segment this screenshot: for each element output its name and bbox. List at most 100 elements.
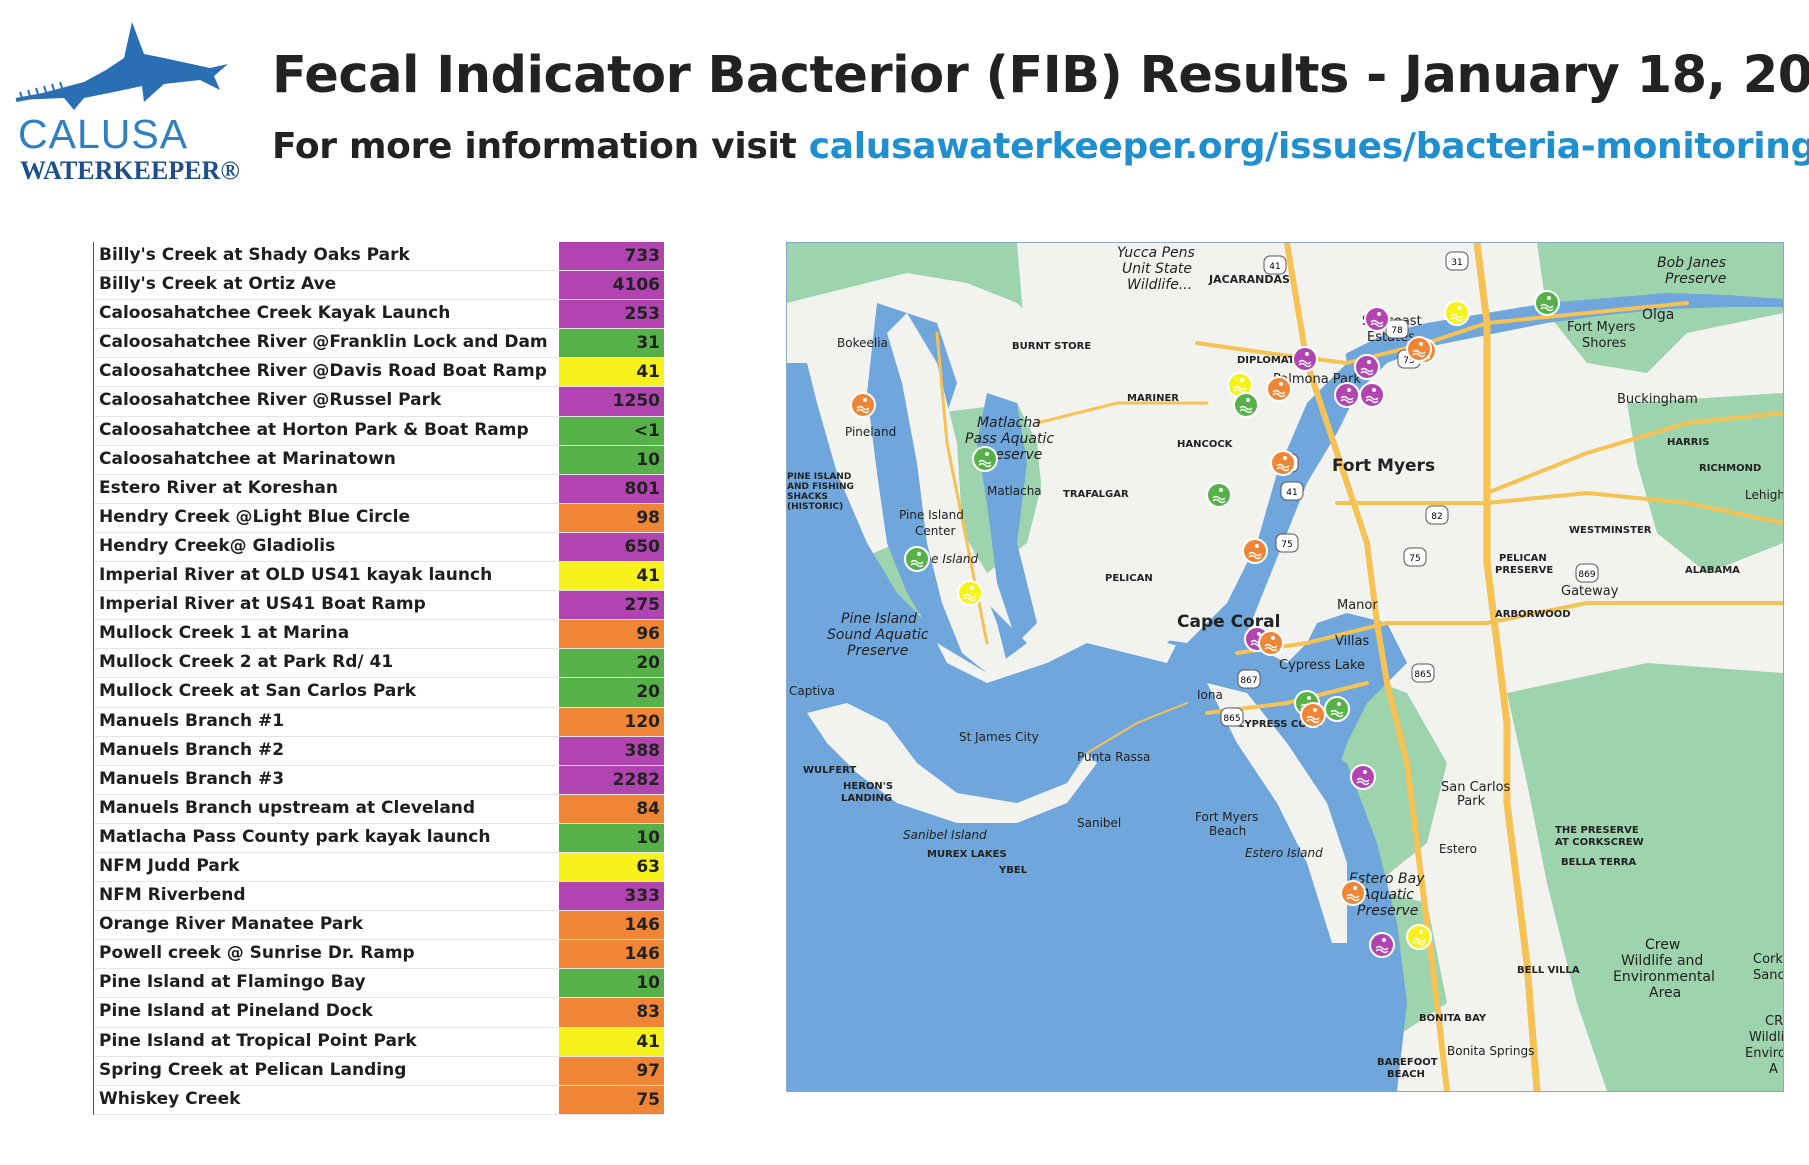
label-mariner: MARINER <box>1127 393 1179 404</box>
site-marker-icon[interactable] <box>1292 346 1318 372</box>
site-marker-icon[interactable] <box>904 546 930 572</box>
table-row: Pine Island at Tropical Point Park 41 <box>94 1027 664 1057</box>
road-i75 <box>1473 243 1541 1091</box>
fib-value: 20 <box>559 649 664 678</box>
page-title: Fecal Indicator Bacterior (FIB) Results … <box>272 46 1809 105</box>
subtitle-prefix: For more information visit <box>272 126 809 167</box>
site-name: Mullock Creek 2 at Park Rd/ 41 <box>99 652 394 673</box>
site-marker-icon[interactable] <box>1406 924 1432 950</box>
site-name: Manuels Branch #2 <box>99 739 285 760</box>
label-sanibel-island: Sanibel Island <box>903 828 987 842</box>
bacteria-monitoring-link[interactable]: calusawaterkeeper.org/issues/bacteria-mo… <box>808 126 1809 167</box>
site-name: Matlacha Pass County park kayak launch <box>99 826 491 847</box>
table-row: Spring Creek at Pelican Landing 97 <box>94 1056 664 1086</box>
fib-value: 41 <box>559 1027 664 1056</box>
site-marker-icon[interactable] <box>1444 300 1470 326</box>
label-pelican-preserve-2: PRESERVE <box>1495 565 1553 576</box>
label-ebap-2: Aquatic <box>1360 887 1414 903</box>
table-row: Whiskey Creek 75 <box>94 1085 664 1115</box>
table-row: Caloosahatchee at Marinatown 10 <box>94 445 664 475</box>
fib-value: 41 <box>559 562 664 591</box>
site-marker-icon[interactable] <box>1340 880 1366 906</box>
label-gateway: Gateway <box>1561 584 1619 599</box>
route-shield-label: 865 <box>1414 670 1431 680</box>
label-bob-janes-2: Preserve <box>1665 271 1726 287</box>
label-pisas-2: Sound Aquatic <box>827 627 929 643</box>
table-row: Mullock Creek 1 at Marina 96 <box>94 620 664 650</box>
route-shield: 31 <box>1445 251 1469 271</box>
map-canvas: Yucca Pens Unit State Wildlife... JACARA… <box>787 243 1783 1091</box>
label-bell-villa: BELL VILLA <box>1517 965 1580 976</box>
site-name: Estero River at Koreshan <box>99 477 338 498</box>
label-murex: MUREX LAKES <box>927 849 1007 860</box>
label-cypress-lake: Cypress Lake <box>1279 658 1365 673</box>
fib-value: 801 <box>559 474 664 503</box>
route-shield-label: 78 <box>1391 326 1403 336</box>
label-herons-1: HERON'S <box>843 781 893 792</box>
fib-value: 253 <box>559 300 664 329</box>
site-marker-icon[interactable] <box>1242 538 1268 564</box>
route-shield-label: 869 <box>1578 570 1595 580</box>
site-marker-icon[interactable] <box>1359 382 1385 408</box>
fib-value: 41 <box>559 358 664 387</box>
label-crw-4: A <box>1769 1062 1778 1077</box>
site-marker-icon[interactable] <box>1233 392 1259 418</box>
label-lehigh: Lehigh <box>1745 488 1783 502</box>
site-marker-icon[interactable] <box>957 580 983 606</box>
label-cypress-cove: CYPRESS COVE <box>1237 719 1321 730</box>
label-crew-3: Environmental <box>1613 969 1715 985</box>
site-name: Caloosahatchee Creek Kayak Launch <box>99 303 451 324</box>
site-name: Caloosahatchee at Marinatown <box>99 448 396 469</box>
label-punta-rassa: Punta Rassa <box>1077 750 1150 764</box>
label-ybel: YBEL <box>998 865 1028 876</box>
site-marker-icon[interactable] <box>1354 354 1380 380</box>
site-marker-icon[interactable] <box>1324 696 1350 722</box>
label-captiva: Captiva <box>789 684 835 698</box>
label-hancock: HANCOCK <box>1177 439 1234 450</box>
site-marker-icon[interactable] <box>1369 932 1395 958</box>
site-name: Imperial River at US41 Boat Ramp <box>99 594 426 615</box>
site-name: Spring Creek at Pelican Landing <box>99 1059 407 1080</box>
road-82 <box>1485 411 1783 495</box>
park-area <box>1507 663 1783 1091</box>
site-marker-icon[interactable] <box>1300 702 1326 728</box>
site-name: Caloosahatchee at Horton Park & Boat Ram… <box>99 419 529 440</box>
route-shield-label: 867 <box>1240 676 1257 686</box>
table-row: Caloosahatchee at Horton Park & Boat Ram… <box>94 416 664 446</box>
label-burnt-store: BURNT STORE <box>1012 341 1091 352</box>
label-villas: Villas <box>1335 634 1369 649</box>
label-crew-2: Wildlife and <box>1621 953 1703 969</box>
site-name: Caloosahatchee River @Davis Road Boat Ra… <box>99 361 547 382</box>
route-shield: 41 <box>1263 255 1287 275</box>
table-row: Powell creek @ Sunrise Dr. Ramp 146 <box>94 940 664 970</box>
site-marker-icon[interactable] <box>972 446 998 472</box>
label-barefoot-2: BEACH <box>1387 1069 1425 1080</box>
site-marker-icon[interactable] <box>1258 630 1284 656</box>
table-row: Manuels Branch #1 120 <box>94 707 664 737</box>
label-pif-4: (HISTORIC) <box>787 502 843 512</box>
site-marker-icon[interactable] <box>1350 764 1376 790</box>
table-row: Imperial River at US41 Boat Ramp 275 <box>94 591 664 621</box>
site-marker-icon[interactable] <box>1534 290 1560 316</box>
site-markers[interactable] <box>850 290 1560 958</box>
estero-island <box>1207 683 1347 943</box>
site-marker-icon[interactable] <box>1270 450 1296 476</box>
label-westminster: WESTMINSTER <box>1569 525 1652 536</box>
label-bonita-springs: Bonita Springs <box>1447 1044 1534 1058</box>
sampling-map[interactable]: Yucca Pens Unit State Wildlife... JACARA… <box>786 242 1784 1092</box>
site-marker-icon[interactable] <box>1364 306 1390 332</box>
site-name: Manuels Branch upstream at Cleveland <box>99 797 476 818</box>
site-marker-icon[interactable] <box>1266 376 1292 402</box>
site-name: Billy's Creek at Shady Oaks Park <box>99 245 410 265</box>
label-san-carlos-2: Park <box>1457 794 1486 809</box>
site-marker-icon[interactable] <box>850 392 876 418</box>
site-marker-icon[interactable] <box>1206 482 1232 508</box>
route-shield: 41 <box>1280 481 1304 501</box>
label-matlacha-2: Pass Aquatic <box>965 431 1054 447</box>
fib-value: 1250 <box>559 387 664 416</box>
label-pif-3: SHACKS <box>787 492 828 502</box>
site-marker-icon[interactable] <box>1406 336 1432 362</box>
site-marker-icon[interactable] <box>1334 382 1360 408</box>
label-barefoot-1: BAREFOOT <box>1377 1057 1438 1068</box>
logo-subtitle: WATERKEEPER® <box>20 156 240 185</box>
